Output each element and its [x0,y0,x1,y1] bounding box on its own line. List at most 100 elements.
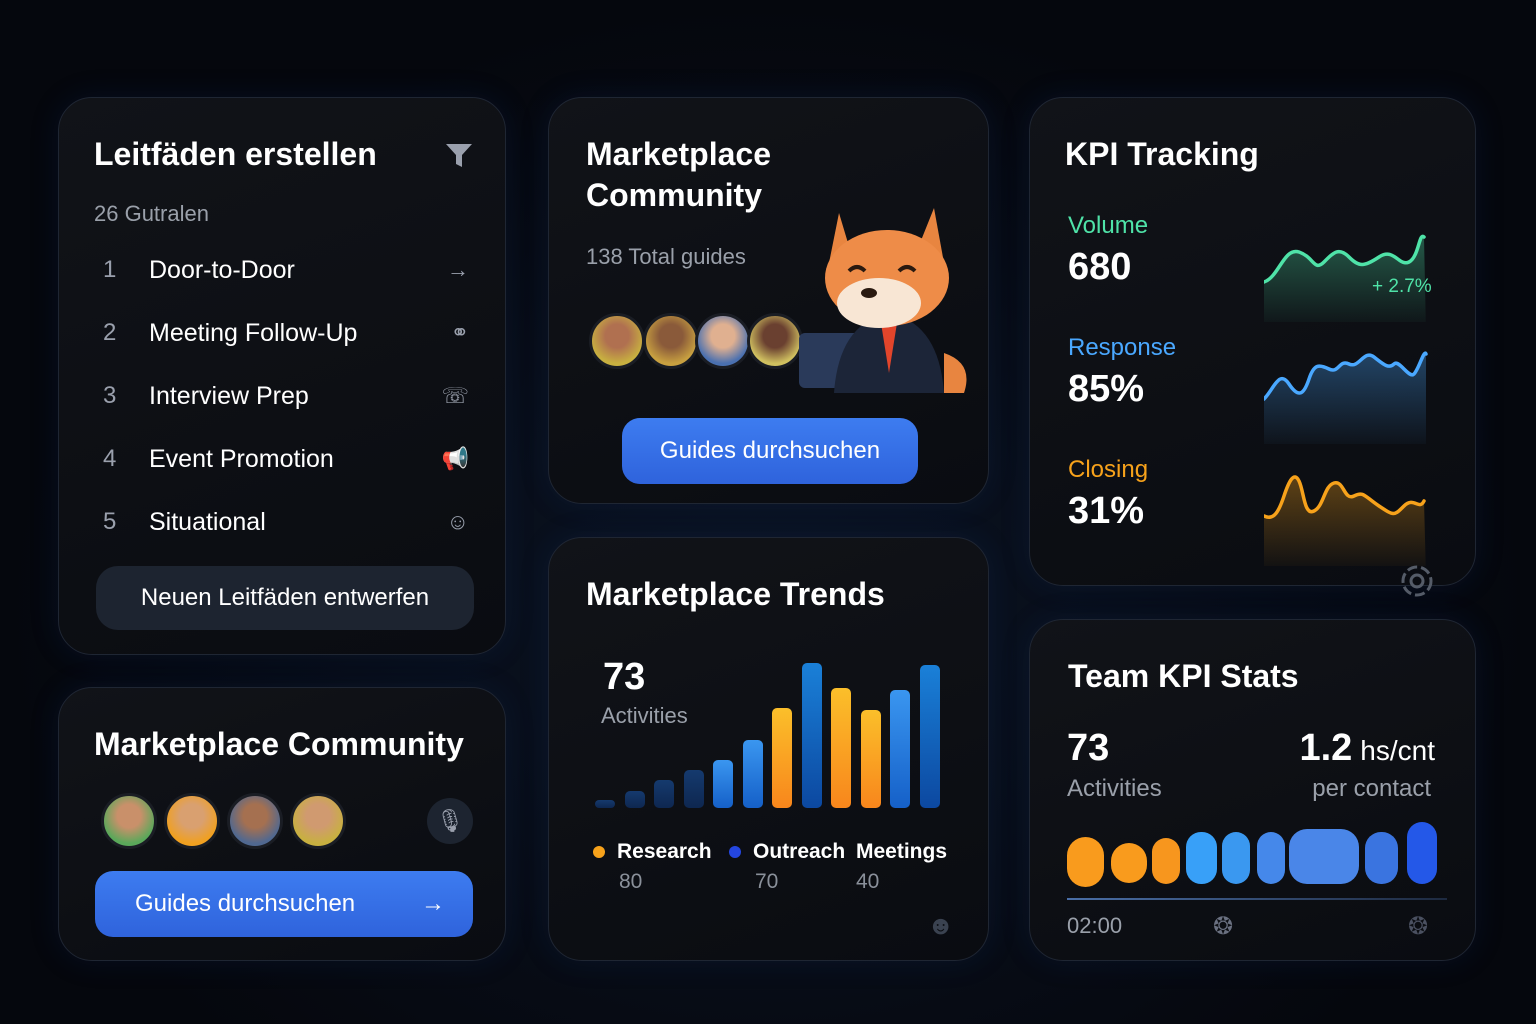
phone-icon[interactable]: ☏ [441,383,469,408]
guide-number: 4 [103,445,117,472]
avatar [695,313,751,369]
kpi-metric: Closing 31% [1068,456,1448,566]
team-rate-value: 1.2 [1299,727,1353,769]
guide-item[interactable]: 1 Door-to-Door → [99,250,469,290]
avatar [164,793,220,849]
kpi-card: KPI Tracking Volume 680 + 2.7% Response 85%… [1029,97,1476,597]
trend-bar [801,663,822,808]
legend-dot [593,846,605,858]
avatar [227,793,283,849]
legend-name: Research [617,840,712,863]
trend-bar [772,708,792,808]
kpi-sparkline [1264,234,1426,322]
guide-label: Door-to-Door [149,255,295,284]
legend-item: Outreach 70 [729,840,845,894]
trend-bar [860,710,881,808]
guide-number: 2 [103,319,117,346]
team-pill-chart [1067,822,1441,887]
guides-card: Leitfäden erstellen 26 Gutralen 1 Door-to… [58,97,506,655]
team-rate: 1.2 hs/cnt [1299,727,1435,770]
kpi-metric: Response 85% [1068,334,1448,444]
avatar [290,793,346,849]
guide-number: 5 [103,508,117,535]
kpi-label: Volume [1068,212,1149,239]
guide-label: Situational [149,507,266,536]
trend-bar [654,780,674,808]
face-icon[interactable]: ☺ [446,509,469,534]
avatar [101,793,157,849]
team-activities-label: Activities [1067,775,1162,802]
avatar [643,313,699,369]
megaphone-icon[interactable]: 📢 [441,446,469,471]
team-title: Team KPI Stats [1068,658,1299,694]
team-time: 02:00 [1067,913,1123,938]
kpi-metric: Volume 680 + 2.7% [1068,212,1448,322]
kpi-sparkline [1264,351,1428,444]
trend-bar [624,791,645,808]
team-rate-label: per contact [1312,775,1431,802]
legend-value: 40 [856,870,880,893]
microphone-icon[interactable]: 🎙 [427,798,473,844]
arrow-right-icon[interactable]: → [447,257,469,282]
avatar [589,313,645,369]
trend-bar [919,665,940,808]
community-card-bottom: Marketplace Community 🎙 Guides durchsuch… [58,687,506,961]
kpi-label: Response [1068,334,1177,361]
legend-name: Meetings [856,840,948,863]
total-guides: 138 Total guides [586,244,746,269]
legend-dot [729,846,741,858]
guide-label: Interview Prep [149,381,309,410]
browse-guides-button-top[interactable]: Guides durchsuchen [622,418,918,484]
trend-bar [595,800,615,808]
trends-title: Marketplace Trends [586,576,885,612]
timeline-divider [1067,898,1447,900]
kpi-title: KPI Tracking [1065,136,1259,172]
fox-logo-icon: ☻ [927,910,955,940]
community-title-line2: Community [586,177,762,213]
kpi-value: 680 [1068,246,1132,288]
community-title-line1: Marketplace [586,136,771,172]
trend-bar [742,740,763,808]
trends-value-label: Activities [601,703,688,728]
community-title: Marketplace Community [94,726,464,762]
legend-value: 70 [755,870,779,893]
guide-item[interactable]: 4 Event Promotion 📢 [99,439,469,479]
spiral-logo-icon [1401,565,1433,597]
trends-bar-chart [595,638,945,808]
bear-badge-icon: ❂ [1408,913,1429,940]
trend-bar [890,690,910,808]
trend-bar [683,770,704,808]
legend-item: Research 80 [593,840,712,894]
legend-item: Meetings 40 [856,840,947,894]
browse-guides-button[interactable]: Guides durchsuchen → [95,871,473,937]
trend-bar [831,688,851,808]
new-guide-button[interactable]: Neuen Leitfäden entwerfen [96,566,474,630]
trends-card: Marketplace Trends 73 Activities Researc… [548,537,989,961]
link-icon[interactable]: ⚭ [450,320,469,345]
guide-item[interactable]: 3 Interview Prep ☏ [99,376,469,416]
team-card: Team KPI Stats 73 Activities 1.2 hs/cnt … [1029,619,1476,961]
kpi-label: Closing [1068,456,1149,483]
guide-number: 1 [103,256,117,283]
guide-item[interactable]: 2 Meeting Follow-Up ⚭ [99,313,469,353]
arrow-right-icon: → [421,890,445,917]
community-card-top: Marketplace Community 138 Total guides G… [548,97,989,504]
team-rate-unit: hs/cnt [1360,735,1435,766]
guide-item[interactable]: 5 Situational ☺ [99,502,469,542]
browse-guides-label: Guides durchsuchen [135,890,356,917]
legend-value: 80 [619,870,643,893]
guide-label: Meeting Follow-Up [149,318,358,347]
guides-count: 26 Gutralen [94,201,209,226]
avatar [747,313,803,369]
guide-number: 3 [103,382,117,409]
guides-title: Leitfäden erstellen [94,136,377,172]
trends-value: 73 [603,656,646,698]
kpi-value: 31% [1068,490,1145,532]
fox-badge-icon: ❂ [1213,913,1234,940]
legend-name: Outreach [753,840,846,863]
filter-icon[interactable] [445,143,473,169]
guide-label: Event Promotion [149,444,334,473]
kpi-delta: + 2.7% [1372,276,1432,297]
kpi-sparkline [1264,475,1426,566]
team-activities-value: 73 [1067,727,1110,769]
